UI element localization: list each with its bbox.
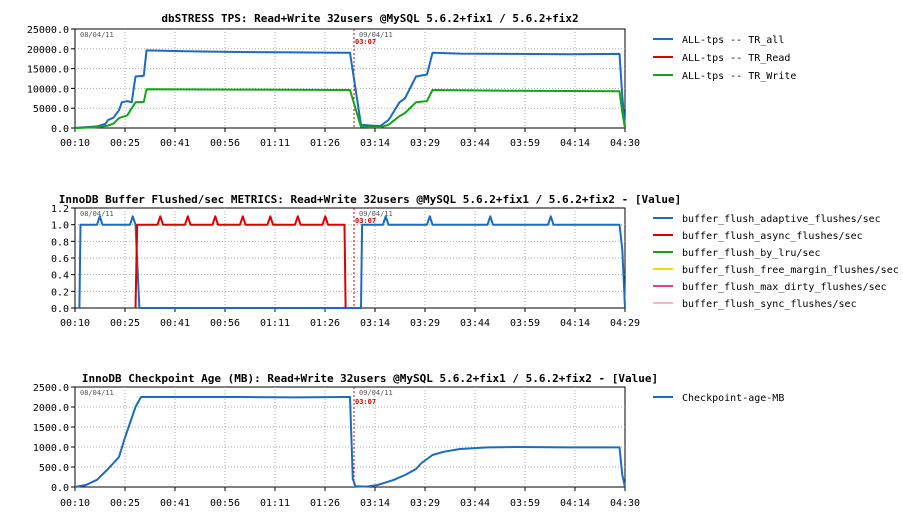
x-tick-label: 03:44 <box>460 498 490 509</box>
date-label: 08/04/11 <box>80 210 114 218</box>
x-tick-label: 00:10 <box>60 318 90 329</box>
y-tick-label: 1000.0 <box>33 443 69 454</box>
y-tick-label: 2500.0 <box>33 383 69 394</box>
plot-area <box>74 386 626 488</box>
y-tick-label: 5000.0 <box>33 104 69 115</box>
y-tick-label: 0.0 <box>51 304 69 315</box>
chart-1: dbSTRESS TPS: Read+Write 32users @MySQL … <box>27 12 797 149</box>
chart-2: InnoDB Buffer Flushed/sec METRICS: Read+… <box>51 193 899 329</box>
y-tick-label: 20000.0 <box>27 45 69 56</box>
series-line-1 <box>78 215 626 309</box>
x-tick-label: 00:56 <box>210 498 240 509</box>
series-line-1 <box>74 396 626 488</box>
y-tick-label: 25000.0 <box>27 25 69 36</box>
split-time-label: 03:07 <box>355 217 376 225</box>
x-tick-label: 03:29 <box>410 318 440 329</box>
series-line-2 <box>134 215 347 309</box>
y-tick-label: 1.0 <box>51 221 69 232</box>
y-tick-label: 15000.0 <box>27 65 69 76</box>
date-label: 09/04/11 <box>359 389 393 397</box>
legend-entry: ALL-tps -- TR_Write <box>682 71 796 82</box>
x-tick-label: 04:14 <box>560 318 590 329</box>
y-tick-label: 0.6 <box>51 254 69 265</box>
x-tick-label: 04:14 <box>560 498 590 509</box>
legend-entry: Checkpoint-age-MB <box>682 393 784 404</box>
x-tick-label: 03:44 <box>460 138 490 149</box>
x-tick-label: 01:26 <box>310 138 340 149</box>
x-tick-label: 03:29 <box>410 498 440 509</box>
chart-title: InnoDB Checkpoint Age (MB): Read+Write 3… <box>82 372 658 385</box>
y-tick-label: 500.0 <box>39 463 69 474</box>
x-tick-label: 04:29 <box>610 318 640 329</box>
x-tick-label: 03:59 <box>510 138 540 149</box>
split-time-label: 03:07 <box>355 398 376 406</box>
x-tick-label: 03:14 <box>360 138 390 149</box>
x-tick-label: 00:25 <box>110 138 140 149</box>
legend-entry: buffer_flush_async_flushes/sec <box>682 231 863 242</box>
series-line-3 <box>74 88 626 129</box>
x-tick-label: 01:11 <box>260 138 290 149</box>
chart-title: dbSTRESS TPS: Read+Write 32users @MySQL … <box>161 12 578 25</box>
legend-entry: buffer_flush_free_margin_flushes/sec <box>682 265 899 276</box>
x-tick-label: 01:26 <box>310 318 340 329</box>
plot-area <box>74 28 626 129</box>
x-tick-label: 03:29 <box>410 138 440 149</box>
y-tick-label: 10000.0 <box>27 84 69 95</box>
legend-entry: buffer_flush_adaptive_flushes/sec <box>682 214 881 225</box>
legend-entry: buffer_flush_max_dirty_flushes/sec <box>682 282 887 293</box>
y-tick-label: 0.4 <box>51 271 69 282</box>
x-tick-label: 00:25 <box>110 498 140 509</box>
y-tick-label: 0.2 <box>51 287 69 298</box>
y-tick-label: 0.0 <box>51 483 69 494</box>
legend-entry: ALL-tps -- TR_all <box>682 35 784 46</box>
x-tick-label: 04:14 <box>560 138 590 149</box>
x-tick-label: 00:56 <box>210 138 240 149</box>
chart-title: InnoDB Buffer Flushed/sec METRICS: Read+… <box>59 193 682 206</box>
date-label: 08/04/11 <box>80 389 114 397</box>
y-tick-label: 1500.0 <box>33 423 69 434</box>
x-tick-label: 01:11 <box>260 318 290 329</box>
legend-entry: buffer_flush_sync_flushes/sec <box>682 299 857 310</box>
date-label: 09/04/11 <box>359 31 393 39</box>
y-tick-label: 1.2 <box>51 204 69 215</box>
legend-entry: ALL-tps -- TR_Read <box>682 53 790 64</box>
date-label: 08/04/11 <box>80 31 114 39</box>
x-tick-label: 00:10 <box>60 498 90 509</box>
x-tick-label: 01:26 <box>310 498 340 509</box>
x-tick-label: 03:59 <box>510 498 540 509</box>
x-tick-label: 03:44 <box>460 318 490 329</box>
y-tick-label: 2000.0 <box>33 403 69 414</box>
x-tick-label: 00:41 <box>160 318 190 329</box>
x-tick-label: 04:30 <box>610 138 640 149</box>
chart-3: InnoDB Checkpoint Age (MB): Read+Write 3… <box>33 372 784 509</box>
split-time-label: 03:07 <box>355 38 376 46</box>
y-tick-label: 0.8 <box>51 237 69 248</box>
date-label: 09/04/11 <box>359 210 393 218</box>
x-tick-label: 03:14 <box>360 318 390 329</box>
x-tick-label: 04:30 <box>610 498 640 509</box>
legend-entry: buffer_flush_by_lru/sec <box>682 248 820 259</box>
x-tick-label: 00:10 <box>60 138 90 149</box>
x-tick-label: 03:59 <box>510 318 540 329</box>
x-tick-label: 03:14 <box>360 498 390 509</box>
series-line-1 <box>74 49 626 129</box>
y-tick-label: 0.0 <box>51 124 69 135</box>
x-tick-label: 00:25 <box>110 318 140 329</box>
x-tick-label: 00:56 <box>210 318 240 329</box>
x-tick-label: 00:41 <box>160 138 190 149</box>
x-tick-label: 01:11 <box>260 498 290 509</box>
x-tick-label: 00:41 <box>160 498 190 509</box>
